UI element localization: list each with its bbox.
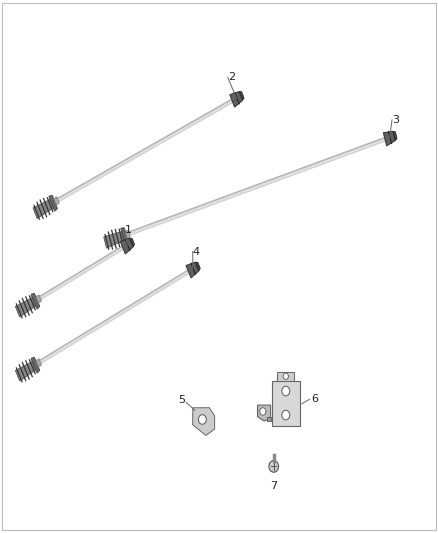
Polygon shape	[130, 238, 134, 247]
Text: 2: 2	[228, 72, 235, 82]
Text: 1: 1	[125, 225, 132, 235]
Text: 5: 5	[178, 395, 185, 405]
Polygon shape	[393, 131, 397, 141]
Polygon shape	[193, 408, 215, 435]
Polygon shape	[186, 262, 199, 278]
Polygon shape	[272, 381, 300, 426]
Circle shape	[282, 386, 290, 396]
Circle shape	[269, 461, 279, 472]
Text: 4: 4	[193, 247, 200, 256]
Polygon shape	[15, 361, 36, 381]
Circle shape	[198, 415, 206, 424]
Circle shape	[282, 410, 290, 420]
Polygon shape	[267, 417, 271, 421]
Text: 3: 3	[392, 115, 399, 125]
Text: 7: 7	[270, 481, 277, 491]
Polygon shape	[53, 197, 59, 205]
Polygon shape	[258, 405, 271, 421]
Circle shape	[260, 408, 266, 415]
Polygon shape	[31, 357, 40, 373]
Polygon shape	[195, 262, 200, 271]
Polygon shape	[239, 92, 244, 100]
Polygon shape	[49, 195, 57, 211]
Text: 6: 6	[311, 394, 318, 404]
Polygon shape	[383, 131, 396, 146]
Polygon shape	[120, 238, 133, 254]
Polygon shape	[125, 230, 130, 238]
Polygon shape	[121, 228, 128, 244]
Polygon shape	[36, 295, 42, 303]
Polygon shape	[33, 199, 53, 219]
Polygon shape	[230, 92, 243, 107]
Polygon shape	[277, 372, 294, 381]
Polygon shape	[15, 297, 36, 317]
Polygon shape	[36, 359, 42, 367]
Polygon shape	[104, 231, 124, 248]
Circle shape	[283, 373, 288, 379]
Polygon shape	[31, 293, 40, 309]
